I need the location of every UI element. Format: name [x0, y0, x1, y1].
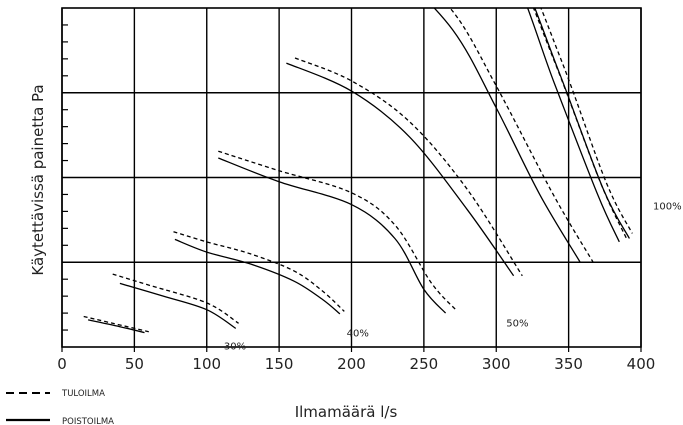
x-tick-label: 50	[125, 355, 144, 373]
curve-tuloilma-40	[112, 273, 239, 324]
curve-tuloilma-100	[540, 8, 633, 234]
curve-poistoilma-90	[526, 8, 620, 243]
x-tick-label: 0	[57, 355, 67, 373]
curve-tuloilma-60	[218, 150, 457, 311]
x-tick-label: 100	[192, 355, 221, 373]
curve-tuloilma-70	[294, 57, 523, 277]
curve-tuloilma-30	[83, 315, 149, 333]
y-axis-title: Käytettävissä painetta Pa	[29, 84, 47, 275]
legend-poistoilma-label: POISTOILMA	[62, 417, 114, 425]
curve-poistoilma-50	[174, 238, 341, 315]
curve-poistoilma-70	[286, 62, 515, 277]
legend: TULOILMA POISTOILMA	[6, 389, 114, 425]
curve-poistoilma-60	[218, 157, 447, 314]
x-tick-labels: 0 50 100 150 200 250 300 350 400	[57, 347, 655, 373]
x-tick-label: 250	[410, 355, 439, 373]
x-tick-label: 400	[627, 355, 656, 373]
curve-poistoilma-80	[433, 8, 581, 263]
speed-label-50: 50%	[506, 318, 528, 329]
curve-tuloilma-50	[173, 231, 345, 312]
fan-speed-labels: 30%40%50%60%70%80%90%100%	[224, 201, 683, 352]
curve-poistoilma-100	[534, 8, 630, 239]
y-minor-ticks	[62, 24, 68, 331]
curve-poistoilma-40	[119, 282, 237, 329]
speed-label-100: 100%	[653, 201, 682, 212]
curve-poistoilma-30	[87, 319, 145, 334]
x-tick-label: 150	[265, 355, 294, 373]
x-tick-label: 350	[554, 355, 583, 373]
x-axis-title: Ilmamäärä l/s	[295, 403, 398, 421]
curve-tuloilma-90	[532, 8, 628, 239]
x-tick-label: 300	[482, 355, 511, 373]
speed-label-40: 40%	[347, 328, 369, 339]
x-tick-label: 200	[337, 355, 366, 373]
speed-label-30: 30%	[224, 342, 246, 353]
legend-tuloilma-label: TULOILMA	[61, 389, 105, 399]
fan-curves	[83, 8, 633, 334]
